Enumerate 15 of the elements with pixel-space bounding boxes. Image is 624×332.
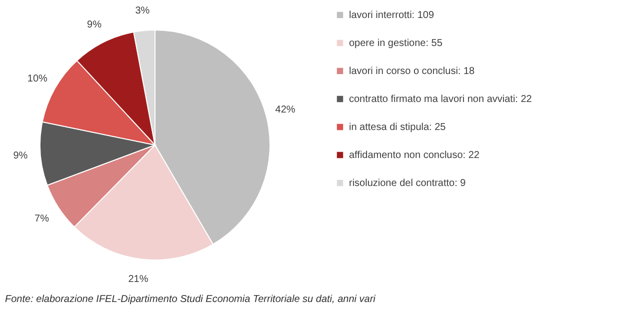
legend-label: contratto firmato ma lavori non avviati: 22 [349,94,532,105]
legend-label: opere in gestione: 55 [349,38,443,49]
legend-label: lavori interrotti: 109 [349,10,434,21]
legend-label: lavori in corso o conclusi: 18 [349,66,476,77]
data-label: 9% [13,150,28,162]
legend-label: risoluzione del contratto: 9 [349,178,466,189]
data-label: 3% [135,6,150,17]
source-note: Fonte: elaborazione IFEL-Dipartimento Studi Economia Territoriale su dati, anni vari [5,294,376,305]
data-label: 21% [128,274,148,285]
data-label: 9% [87,19,102,30]
data-label: 42% [275,104,296,116]
data-label: 10% [27,74,48,85]
legend-label: affidamento non concluso: 22 [349,150,480,161]
data-label: 7% [34,213,50,224]
legend-label: in attesa di stipula: 25 [349,122,446,133]
